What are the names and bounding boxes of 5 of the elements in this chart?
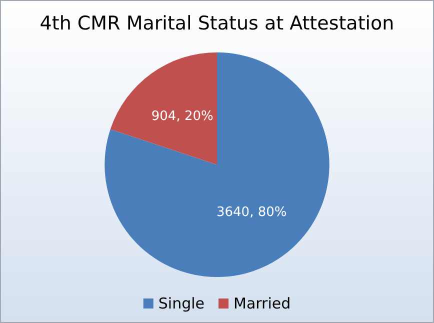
data-label: 3640, 80%	[216, 205, 287, 220]
chart-title: 4th CMR Marital Status at Attestation	[40, 12, 394, 34]
legend-label: Married	[233, 294, 291, 312]
data-label: 904, 20%	[151, 109, 214, 124]
legend-label: Single	[158, 294, 205, 312]
